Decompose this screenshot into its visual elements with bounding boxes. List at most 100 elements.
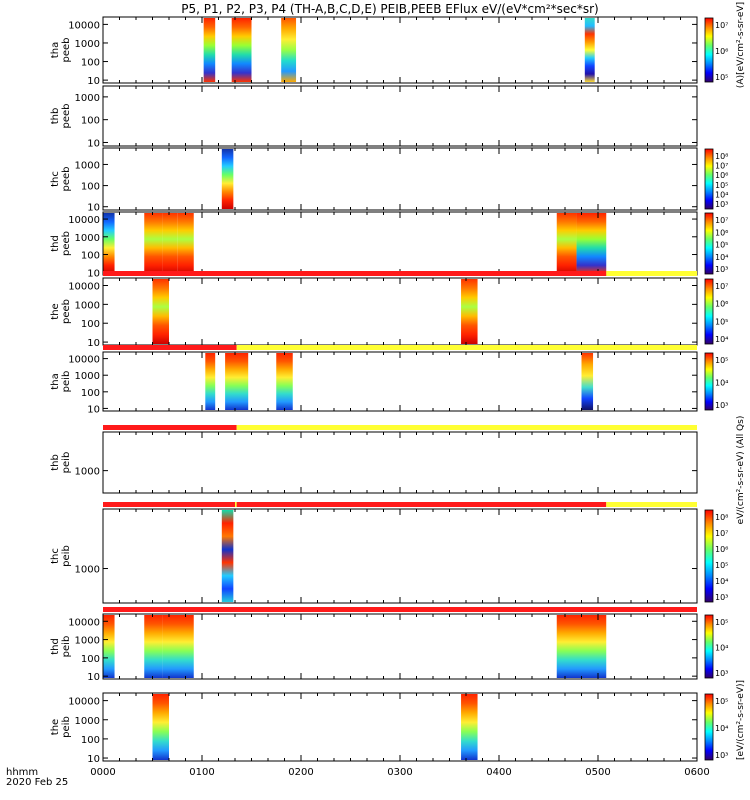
colorbar-tick-label: 10⁵ xyxy=(715,73,728,82)
spectrogram-block xyxy=(231,18,252,82)
colorbar-tick-label: 10³ xyxy=(715,751,728,760)
x-tick-label: 0000 xyxy=(90,767,115,778)
y-tick-label: 100 xyxy=(81,182,100,193)
panel-name: thd xyxy=(50,235,61,252)
panel-product: peib xyxy=(61,452,72,474)
y-tick-label: 1000 xyxy=(75,93,100,104)
spectrogram-block xyxy=(162,615,194,678)
colorbar-unit-label: [eV/(cm²-s-sr-eV)] xyxy=(736,680,746,760)
colorbar xyxy=(704,148,714,210)
colorbar xyxy=(704,17,714,83)
y-tick-label: 10000 xyxy=(68,20,100,31)
panel-product: peib xyxy=(61,636,72,658)
colorbar-tick-label: 10⁵ xyxy=(715,356,728,365)
y-tick-label: 100 xyxy=(81,388,100,399)
spectrogram-block xyxy=(461,694,478,760)
spectrogram-block xyxy=(461,279,478,344)
colorbar-tick-label: 10⁵ xyxy=(715,317,728,326)
mode-bar-segment xyxy=(236,425,697,430)
mode-bar-segment xyxy=(236,502,607,507)
mode-bar-segment xyxy=(236,345,697,350)
colorbar-tick-label: 10⁷ xyxy=(715,162,728,171)
x-tick-label: 0300 xyxy=(387,767,412,778)
colorbar-tick-label: 10⁷ xyxy=(715,282,728,291)
mode-bar-segment xyxy=(606,271,697,276)
colorbar-tick-label: 10⁶ xyxy=(715,228,728,237)
panel-tha_peeb: 10000 1000 100 10 tha peeb 10⁷ 10⁶ 10⁵ xyxy=(50,16,728,87)
colorbar-unit-label: (A)[eV/cm²-s-sr-eV] xyxy=(736,2,746,88)
colorbar-tick-label: 10⁴ xyxy=(715,644,728,653)
y-tick-label: 10000 xyxy=(68,355,100,366)
panel-frame xyxy=(102,508,698,604)
y-tick-label: 10000 xyxy=(68,617,100,628)
panel-name: thc xyxy=(50,548,61,564)
panel-name: thc xyxy=(50,171,61,187)
y-tick-label: 1000 xyxy=(75,467,100,478)
y-tick-label: 100 xyxy=(81,654,100,665)
panel-frame xyxy=(102,85,698,147)
colorbar-tick-label: 10⁶ xyxy=(715,47,728,56)
panel-product: peeb xyxy=(61,167,72,192)
colorbar-tick-label: 10⁶ xyxy=(715,545,728,554)
panel-thd_peib: 10000 1000 100 10 thd peib 10⁵ 10⁴ 10³ xyxy=(50,607,728,683)
colorbar xyxy=(704,509,714,603)
y-tick-label: 1000 xyxy=(75,716,100,727)
spectrogram-block xyxy=(103,615,115,678)
mode-bar-segment xyxy=(103,271,607,276)
spectrogram-block xyxy=(584,18,595,82)
panel-product: peeb xyxy=(61,104,72,129)
panel-name: tha xyxy=(50,42,61,58)
time-axis: 0000 0100 0200 0300 0400 0500 0600 xyxy=(90,767,709,778)
y-tick-label: 10 xyxy=(87,76,100,87)
spectrogram-block xyxy=(103,213,115,274)
panel-frame xyxy=(102,431,698,494)
y-tick-label: 10 xyxy=(87,754,100,765)
colorbar xyxy=(704,693,714,761)
panel-thb_peeb: 1000 100 10 thb peeb xyxy=(50,85,698,149)
spectrogram-block xyxy=(581,353,594,410)
y-tick-label: 10 xyxy=(87,338,100,349)
y-tick-label: 100 xyxy=(81,251,100,262)
spectrogram-block xyxy=(177,213,194,274)
panel-frame xyxy=(102,147,698,211)
colorbar-tick-label: 10⁴ xyxy=(715,724,728,733)
y-tick-label: 100 xyxy=(81,319,100,330)
mode-bar-segment xyxy=(103,502,235,507)
panel-tha_peib: 10000 1000 100 10 tha peib 10⁵ 10⁴ 10³ xyxy=(50,345,728,415)
colorbar-tick-label: 10⁴ xyxy=(715,190,728,199)
colorbar-tick-label: 10⁵ xyxy=(715,618,728,627)
spectrogram-block xyxy=(205,353,216,410)
y-tick-label: 1000 xyxy=(75,160,100,171)
y-tick-label: 1000 xyxy=(75,371,100,382)
spectrogram-block xyxy=(144,213,163,274)
spectrogram-block xyxy=(276,353,293,410)
panel-name: the xyxy=(50,303,61,319)
y-tick-label: 10000 xyxy=(68,697,100,708)
panel-frame xyxy=(102,16,698,84)
panel-product: peib xyxy=(61,371,72,393)
colorbar-tick-label: 10⁵ xyxy=(715,181,728,190)
colorbar-tick-label: 10⁵ xyxy=(715,697,728,706)
panel-product: peib xyxy=(61,545,72,567)
colorbar-tick-label: 10⁸ xyxy=(715,152,728,161)
y-tick-label: 10000 xyxy=(68,282,100,293)
spectrogram-block xyxy=(556,615,607,678)
panel-name: the xyxy=(50,719,61,735)
panel-product: peib xyxy=(61,716,72,738)
y-tick-label: 10 xyxy=(87,138,100,149)
y-tick-label: 10 xyxy=(87,404,100,415)
colorbar-tick-label: 10⁶ xyxy=(715,171,728,180)
panel-frame xyxy=(102,692,698,762)
panel-frame xyxy=(102,277,698,346)
panel-thc_peib: 1000 thc peib 10⁸ 10⁷ 10⁶ 10⁵ 10⁴ 10³ xyxy=(50,502,728,604)
panel-the_peib: 10000 1000 100 10 the peib 10⁵ 10⁴ 10³ xyxy=(50,692,728,765)
colorbar-tick-label: 10³ xyxy=(715,669,728,678)
colorbar-tick-label: 10⁷ xyxy=(715,21,728,30)
y-tick-label: 10 xyxy=(87,268,100,279)
panel-product: peeb xyxy=(61,299,72,324)
y-tick-label: 10000 xyxy=(68,215,100,226)
x-row-label: hhmm xyxy=(6,767,38,778)
spectrogram-block xyxy=(144,615,163,678)
